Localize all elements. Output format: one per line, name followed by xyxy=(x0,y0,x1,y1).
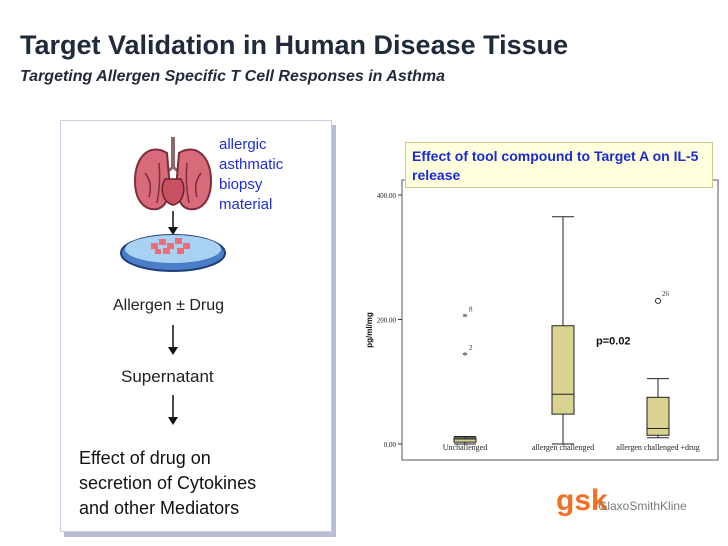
slide-title: Target Validation in Human Disease Tissu… xyxy=(20,30,569,60)
outlier-label: 8 xyxy=(469,305,473,313)
boxplot-chart: 0.00 200.00 400.00 pg/ml/mg Unchallenged alle… xyxy=(365,179,719,461)
slide-subtitle: Targeting Allergen Specific T Cell Respo… xyxy=(20,68,445,85)
gsk-logo-wordmark: GlaxoSmithKline xyxy=(598,499,687,513)
gsk-logo: gsk GlaxoSmithKline xyxy=(556,484,687,517)
box xyxy=(453,437,477,443)
gsk-logo-mark: gsk xyxy=(556,484,608,517)
chart-caption: Effect of tool compound to Target A on I… xyxy=(405,142,713,188)
arrow-down-icon xyxy=(168,395,178,425)
plot-frame xyxy=(401,179,719,461)
arrow-down-icon xyxy=(168,325,178,355)
lung-icon xyxy=(133,137,213,211)
p-value-annotation: p=0.02 xyxy=(596,335,631,347)
x-tick-label: allergen challenged +drug xyxy=(616,443,699,452)
petri-dish-icon xyxy=(120,234,226,272)
chart-container: 0.00 200.00 400.00 pg/ml/mg Unchallenged alle… xyxy=(350,130,722,530)
step-supernatant: Supernatant xyxy=(121,367,214,386)
workflow-panel: allergic asthmatic biopsy material Aller… xyxy=(60,120,332,532)
biopsy-label: allergic asthmatic biopsy material xyxy=(219,136,284,213)
x-tick-label: allergen challenged xyxy=(532,443,594,452)
final-effect-text: Effect of drug on secretion of Cytokines… xyxy=(79,448,257,518)
y-tick-label: 400.00 xyxy=(377,192,397,200)
y-tick-label: 200.00 xyxy=(377,317,397,325)
outlier-label: 2 xyxy=(469,344,473,352)
y-axis-label: pg/ml/mg xyxy=(365,312,374,348)
outlier-point xyxy=(655,297,661,304)
outlier-label: 26 xyxy=(662,290,670,298)
step-allergen-drug: Allergen ± Drug xyxy=(113,297,225,314)
box xyxy=(646,396,670,436)
x-tick-label: Unchallenged xyxy=(443,443,487,452)
arrow-down-icon xyxy=(168,211,178,235)
outlier-point: * xyxy=(462,350,468,362)
box xyxy=(551,325,575,415)
y-tick-label: 0.00 xyxy=(384,441,397,449)
outlier-point: * xyxy=(462,311,468,323)
